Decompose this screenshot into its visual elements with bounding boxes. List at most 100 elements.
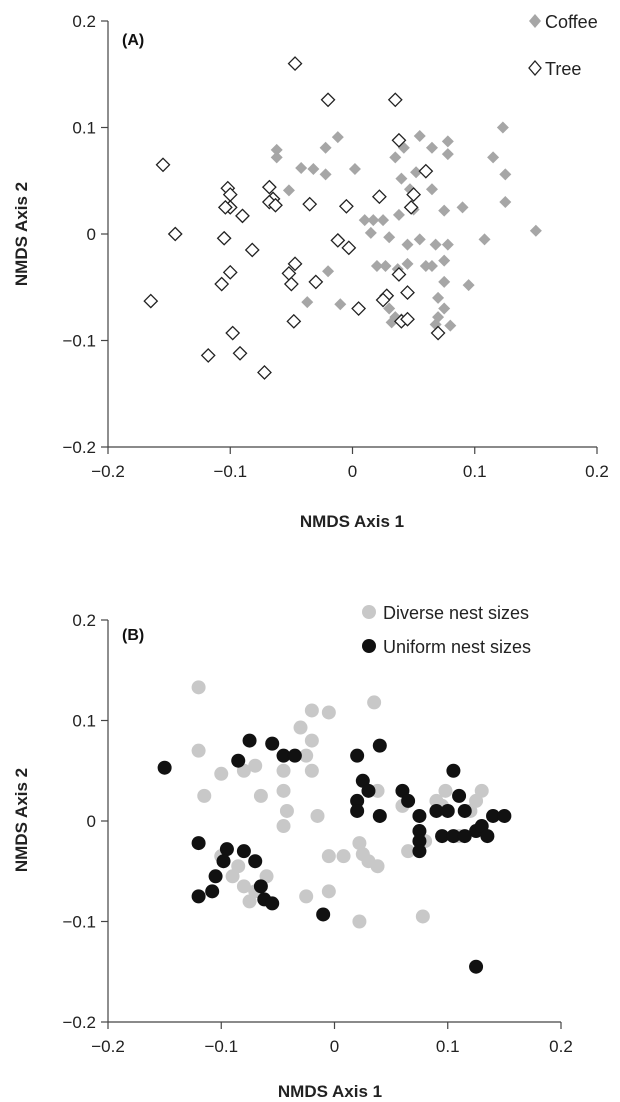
uniform-nest-sizes-point [350, 748, 365, 763]
tree-point [430, 325, 446, 341]
uniform-nest-sizes-point [208, 869, 223, 884]
tree-point [400, 285, 415, 300]
y-tick-label: −0.2 [62, 1013, 96, 1032]
panel-b-label: (B) [122, 627, 144, 644]
tree-point [222, 264, 238, 280]
coffee-point [425, 141, 438, 154]
panel-a-y-ticks: 0.2 0.1 0 −0.1 −0.2 [62, 12, 108, 457]
coffee-point [413, 130, 426, 143]
x-tick-label: 0.2 [549, 1037, 573, 1056]
coffee-point [499, 168, 512, 181]
x-tick-label: −0.1 [213, 462, 247, 481]
tree-point [320, 92, 336, 108]
diverse-nest-sizes-point [197, 788, 212, 803]
y-tick-label: 0.1 [72, 119, 96, 138]
panel-b-y-ticks: 0.2 0.1 0 −0.1 −0.2 [62, 611, 108, 1032]
uniform-nest-sizes-point [191, 836, 206, 851]
coffee-point [370, 259, 383, 272]
legend-tree-label: Tree [545, 59, 581, 79]
diverse-nest-sizes-point [321, 849, 336, 864]
uniform-nest-sizes-point [276, 748, 291, 763]
coffee-point [429, 238, 442, 251]
uniform-nest-sizes-point [248, 854, 263, 869]
diverse-nest-sizes-point [352, 836, 367, 851]
x-tick-label: −0.2 [91, 1037, 125, 1056]
panel-b-x-ticks: −0.2 −0.1 0 0.1 0.2 [91, 1022, 573, 1056]
x-tick-label: −0.1 [204, 1037, 238, 1056]
uniform-nest-sizes-point [372, 808, 387, 823]
tree-point [400, 311, 415, 327]
x-tick-label: 0.1 [463, 462, 487, 481]
y-tick-label: −0.1 [62, 332, 96, 351]
coffee-point [456, 201, 469, 214]
coffee-point [301, 296, 314, 309]
uniform-nest-sizes-point [497, 808, 512, 823]
diverse-nest-sizes-point [293, 720, 308, 735]
legend-uniform-label: Uniform nest sizes [383, 637, 531, 657]
coffee-point [270, 143, 283, 156]
uniform-nest-sizes-point [231, 753, 246, 768]
coffee-point [367, 214, 380, 227]
coffee-point [413, 233, 426, 246]
coffee-point [295, 161, 308, 174]
uniform-nest-sizes-point [412, 808, 427, 823]
tree-point [308, 274, 324, 290]
diverse-nest-sizes-point [299, 748, 314, 763]
diverse-nest-sizes-point [253, 788, 268, 803]
uniform-nest-sizes-point [446, 829, 461, 844]
tree-point [268, 197, 283, 213]
tree-point [418, 163, 434, 179]
diverse-nest-sizes-point [191, 743, 206, 758]
panel-a-legend: Coffee Tree [528, 12, 598, 79]
uniform-nest-sizes-point [372, 738, 387, 753]
tree-point [287, 256, 303, 272]
tree-point [257, 365, 272, 380]
panel-b-x-axis-title: NMDS Axis 1 [278, 1082, 382, 1101]
coffee-point [389, 151, 402, 164]
coffee-point [499, 196, 512, 209]
diverse-nest-sizes-point [370, 859, 385, 874]
panel-b-points [157, 680, 512, 974]
x-tick-label: 0.1 [436, 1037, 460, 1056]
panel-a-x-ticks: −0.2 −0.1 0 0.1 0.2 [91, 447, 609, 481]
diverse-nest-sizes-point [214, 766, 229, 781]
coffee-point [487, 151, 500, 164]
tree-point [283, 276, 299, 292]
coffee-point [441, 238, 454, 251]
coffee-point [462, 279, 475, 292]
panel-a-y-axis-title: NMDS Axis 2 [12, 182, 31, 286]
uniform-nest-sizes-point [412, 824, 427, 839]
coffee-point [395, 172, 408, 185]
uniform-nest-sizes-point [480, 829, 495, 844]
tree-point [406, 187, 422, 203]
coffee-point [322, 265, 335, 278]
tree-point [225, 325, 241, 341]
coffee-point [392, 208, 405, 221]
uniform-nest-sizes-point [219, 842, 234, 857]
legend-diverse-marker [362, 605, 376, 619]
coffee-point [385, 316, 398, 329]
tree-point [371, 189, 387, 205]
tree-point [261, 179, 277, 195]
uniform-nest-sizes-point [253, 879, 268, 894]
tree-point [244, 242, 260, 258]
tree-point [330, 232, 346, 248]
uniform-nest-sizes-point [265, 736, 280, 751]
coffee-point [441, 148, 454, 161]
uniform-nest-sizes-point [157, 760, 172, 775]
coffee-point [364, 226, 377, 239]
coffee-point [432, 291, 445, 304]
coffee-point [425, 183, 438, 196]
tree-point [338, 198, 354, 214]
coffee-point [529, 224, 542, 237]
tree-point [232, 345, 248, 361]
tree-point [214, 276, 230, 292]
uniform-nest-sizes-point [216, 854, 231, 869]
tree-point [391, 267, 407, 282]
uniform-nest-sizes-point [361, 783, 376, 798]
diverse-nest-sizes-point [276, 783, 291, 798]
coffee-point [383, 302, 396, 315]
tree-point [387, 92, 403, 108]
diverse-nest-sizes-point [304, 733, 319, 748]
diverse-nest-sizes-point [438, 783, 453, 798]
